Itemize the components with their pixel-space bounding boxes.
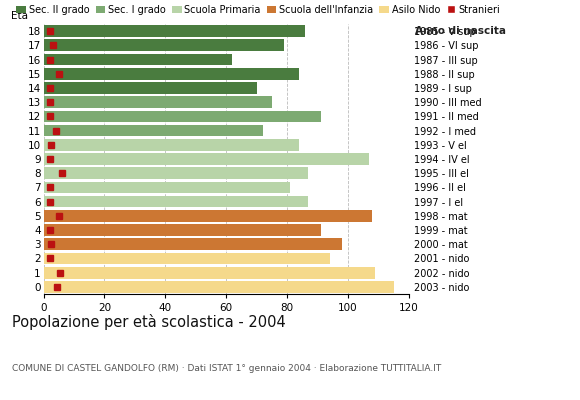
Bar: [44, 281, 394, 293]
Bar: [44, 25, 305, 37]
Bar: [44, 40, 284, 51]
Bar: [44, 110, 321, 122]
Bar: [44, 82, 256, 94]
Legend: Sec. II grado, Sec. I grado, Scuola Primaria, Scuola dell'Infanzia, Asilo Nido, : Sec. II grado, Sec. I grado, Scuola Prim…: [16, 5, 501, 15]
Bar: [44, 253, 329, 264]
Text: Anno di nascita: Anno di nascita: [415, 26, 506, 36]
Bar: [44, 224, 321, 236]
Bar: [44, 196, 309, 208]
Bar: [44, 238, 342, 250]
Bar: [44, 139, 299, 151]
Bar: [44, 167, 309, 179]
Bar: [44, 210, 372, 222]
Text: Popolazione per età scolastica - 2004: Popolazione per età scolastica - 2004: [12, 314, 285, 330]
Bar: [44, 125, 263, 136]
Bar: [44, 96, 272, 108]
Text: Età: Età: [10, 11, 28, 21]
Bar: [44, 267, 375, 278]
Text: COMUNE DI CASTEL GANDOLFO (RM) · Dati ISTAT 1° gennaio 2004 · Elaborazione TUTTI: COMUNE DI CASTEL GANDOLFO (RM) · Dati IS…: [12, 364, 441, 373]
Bar: [44, 54, 232, 65]
Bar: [44, 68, 299, 80]
Bar: [44, 153, 369, 165]
Bar: [44, 182, 290, 193]
